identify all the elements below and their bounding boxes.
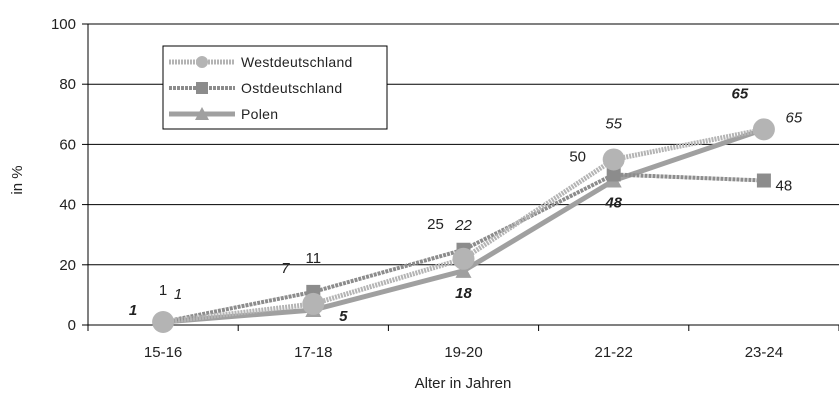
y-tick-label: 0: [68, 317, 76, 334]
data-point-westdeutschland: [302, 292, 325, 315]
x-axis-ticks: 15-16 17-18 19-20 21-22 23-24: [87, 325, 839, 361]
x-tick-label: 15-16: [144, 344, 182, 361]
data-point-ostdeutschland: [756, 173, 771, 188]
data-label-westdeutschland: 22: [454, 217, 472, 234]
data-label-westdeutschland: 1: [174, 286, 182, 303]
legend-marker-triangle: [195, 107, 209, 120]
data-point-polen: [455, 262, 472, 278]
y-tick-label: 40: [59, 197, 76, 214]
x-tick-label: 17-18: [294, 344, 332, 361]
legend-label: Polen: [241, 106, 278, 122]
data-point-westdeutschland: [752, 118, 775, 141]
data-label-ostdeutschland: 50: [569, 149, 586, 166]
y-tick-label: 100: [51, 16, 76, 33]
data-label-polen: 1: [129, 302, 137, 319]
data-point-ostdeutschland: [606, 167, 621, 182]
legend-label: Ostdeutschland: [241, 80, 342, 96]
legend: Westdeutschland Ostdeutschland Polen: [162, 45, 388, 130]
y-tick-label: 20: [59, 257, 76, 274]
series-layer: [152, 118, 775, 333]
data-label-polen: 48: [604, 195, 622, 212]
data-label-polen: 5: [339, 308, 348, 325]
data-label-ostdeutschland: 1: [159, 282, 167, 299]
data-point-westdeutschland: [452, 247, 475, 270]
x-tick-label: 19-20: [444, 344, 482, 361]
x-tick-label: 21-22: [595, 344, 633, 361]
legend-marker-square: [196, 82, 208, 94]
data-label-ostdeutschland: 25: [427, 216, 444, 233]
legend-marker-circle: [196, 56, 208, 68]
data-label-westdeutschland: 55: [605, 115, 622, 132]
data-label-polen: 65: [732, 85, 749, 102]
y-axis-ticks: 0 20 40 60 80 100: [51, 16, 88, 334]
data-label-westdeutschland: 65: [786, 109, 803, 126]
y-tick-label: 60: [59, 136, 76, 153]
data-label-westdeutschland: 7: [281, 260, 290, 277]
y-tick-label: 80: [59, 76, 76, 93]
legend-label: Westdeutschland: [241, 54, 353, 70]
data-point-westdeutschland: [602, 148, 625, 171]
x-tick-label: 23-24: [745, 344, 783, 361]
y-axis-title: in %: [9, 165, 26, 194]
data-point-westdeutschland: [152, 310, 175, 333]
x-axis-title: Alter in Jahren: [415, 375, 512, 392]
data-label-polen: 18: [455, 285, 472, 302]
series-line-westdeutschland: [162, 126, 765, 325]
data-label-ostdeutschland: 48: [776, 178, 793, 195]
data-label-ostdeutschland: 11: [306, 250, 322, 267]
